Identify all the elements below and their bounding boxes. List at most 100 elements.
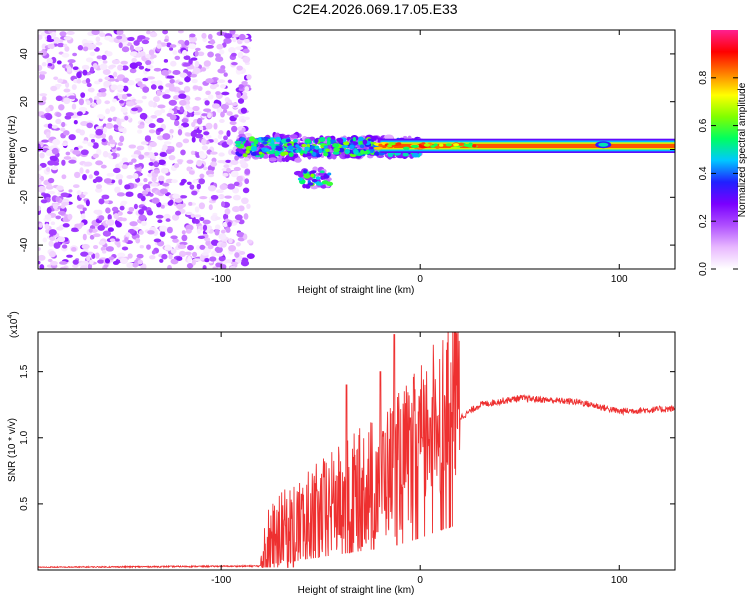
noise-cell xyxy=(117,64,124,71)
noise-cell xyxy=(174,197,183,203)
noise-cell xyxy=(106,172,115,177)
noise-cell xyxy=(134,46,143,51)
noise-cell xyxy=(45,107,51,113)
transition-core-cell xyxy=(318,148,323,154)
noise-cell xyxy=(199,153,207,159)
transition-core-cell xyxy=(325,148,330,153)
noise-cell xyxy=(38,178,42,185)
noise-cell xyxy=(57,236,66,243)
noise-cell xyxy=(205,78,214,84)
noise-cell xyxy=(97,114,105,119)
noise-cell xyxy=(127,36,135,42)
noise-cell xyxy=(181,230,186,235)
noise-cell xyxy=(153,67,162,72)
noise-cell xyxy=(38,34,43,40)
noise-cell xyxy=(48,240,54,247)
noise-cell xyxy=(74,223,82,227)
noise-cell xyxy=(118,178,123,186)
transition-core-cell xyxy=(326,181,334,186)
steady-line-bead xyxy=(458,142,465,146)
noise-cell xyxy=(194,50,199,57)
noise-cell xyxy=(80,251,89,257)
noise-cell xyxy=(67,59,76,64)
noise-cell xyxy=(166,113,173,117)
noise-cell xyxy=(160,69,169,76)
noise-cell xyxy=(48,229,57,236)
noise-cell xyxy=(60,266,67,269)
noise-cell xyxy=(174,120,180,127)
noise-cell xyxy=(169,78,175,84)
noise-cell xyxy=(202,219,211,225)
transition-core-cell xyxy=(312,151,317,157)
snr-ytick-label: 1.5 xyxy=(19,364,30,378)
noise-cell xyxy=(77,45,84,51)
noise-cell xyxy=(112,71,118,78)
noise-cell xyxy=(161,253,168,260)
noise-cell xyxy=(224,33,233,39)
noise-cell xyxy=(98,215,105,221)
noise-cell xyxy=(183,85,191,93)
noise-cell xyxy=(238,84,245,89)
transition-core-cell xyxy=(250,146,258,152)
noise-cell xyxy=(119,205,125,211)
noise-cell xyxy=(58,104,65,111)
noise-cell xyxy=(160,204,165,209)
transition-core-cell xyxy=(362,139,368,145)
noise-cell xyxy=(101,194,110,200)
noise-cell xyxy=(153,152,159,157)
noise-cell xyxy=(195,244,201,250)
noise-cell xyxy=(53,242,61,249)
noise-cell xyxy=(182,138,190,144)
transition-core-cell xyxy=(258,151,263,155)
noise-cell xyxy=(169,44,177,48)
noise-cell xyxy=(72,184,80,189)
noise-cell xyxy=(169,47,174,51)
noise-cell xyxy=(177,128,183,136)
noise-cell xyxy=(46,166,51,173)
noise-cell xyxy=(89,51,96,57)
noise-cell xyxy=(63,43,68,48)
noise-cell xyxy=(138,65,145,70)
noise-cell xyxy=(140,141,149,145)
noise-cell xyxy=(207,185,217,192)
noise-cell xyxy=(38,64,43,71)
noise-cell xyxy=(90,138,96,143)
noise-cell xyxy=(60,192,69,198)
noise-cell xyxy=(220,201,226,208)
noise-cell xyxy=(73,119,78,125)
transition-core-cell xyxy=(304,138,312,144)
noise-cell xyxy=(55,196,60,202)
noise-cell xyxy=(178,90,186,95)
noise-cell xyxy=(103,178,112,184)
noise-cell xyxy=(61,142,68,147)
transition-core-cell xyxy=(310,170,317,174)
noise-cell xyxy=(105,51,113,57)
noise-cell xyxy=(125,191,134,197)
noise-cell xyxy=(141,220,147,227)
noise-cell xyxy=(168,154,176,161)
noise-cell xyxy=(126,262,135,268)
transition-core-cell xyxy=(234,140,242,145)
noise-cell xyxy=(141,95,147,100)
noise-cell xyxy=(129,44,134,51)
noise-cell xyxy=(47,183,52,188)
noise-cell xyxy=(170,60,177,67)
noise-cell xyxy=(92,142,99,149)
transition-core-cell xyxy=(319,137,326,142)
noise-cell xyxy=(207,244,214,250)
noise-cell xyxy=(121,164,128,170)
noise-cell xyxy=(210,195,219,200)
noise-cell xyxy=(82,207,87,212)
noise-cell xyxy=(189,33,196,38)
noise-cell xyxy=(137,259,144,265)
noise-cell xyxy=(60,204,66,209)
noise-cell xyxy=(150,114,158,119)
noise-cell xyxy=(215,252,224,257)
noise-cell xyxy=(142,77,149,82)
noise-cell xyxy=(201,145,209,151)
noise-cell xyxy=(217,79,226,84)
noise-cell xyxy=(148,129,156,134)
noise-cell xyxy=(72,52,78,57)
noise-cell xyxy=(169,128,174,134)
noise-cell xyxy=(75,128,82,134)
